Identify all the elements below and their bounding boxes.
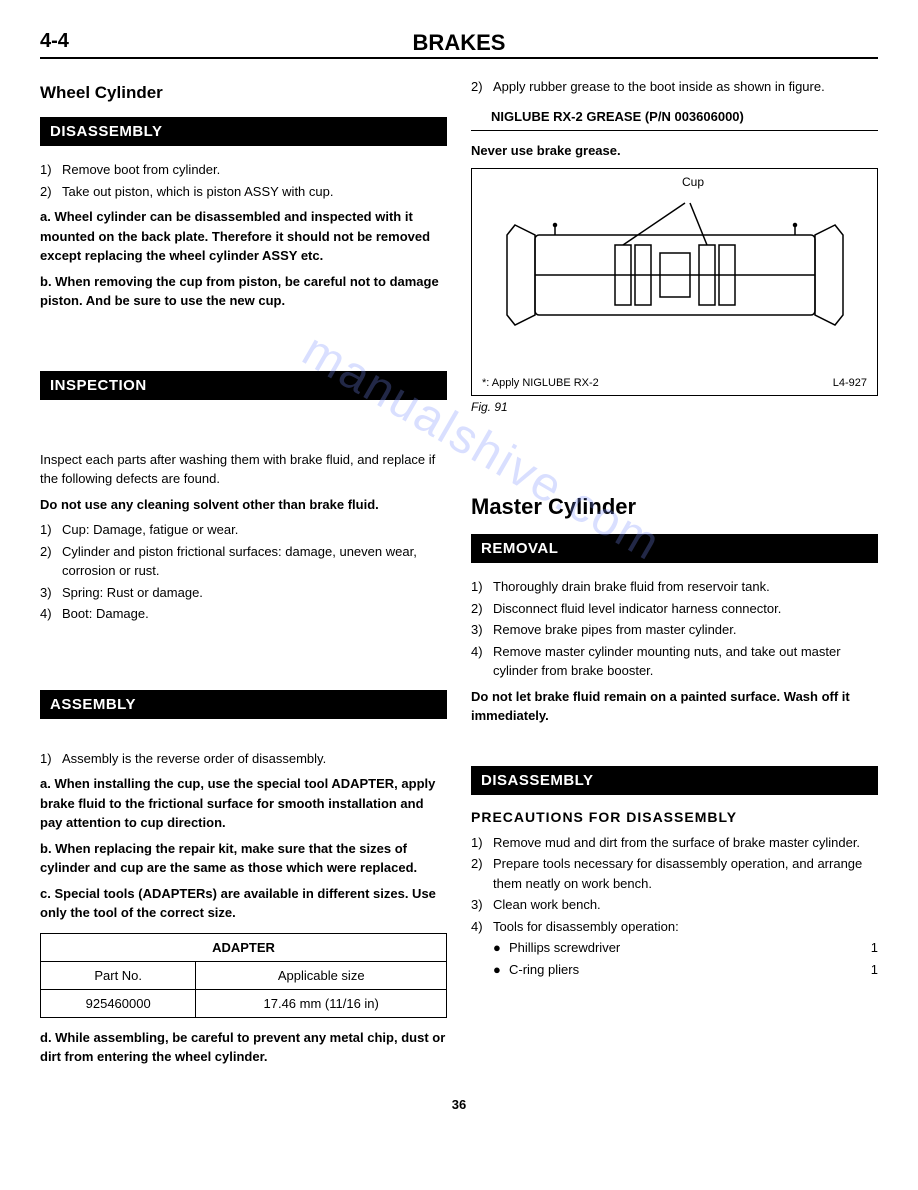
list-item: 2) Prepare tools necessary for disassemb… [471,854,878,893]
note-text: b. When replacing the repair kit, make s… [40,839,447,878]
list-item: 3) Spring: Rust or damage. [40,583,447,603]
table-header: Part No. [41,961,196,989]
list-item: 1) Assembly is the reverse order of disa… [40,749,447,769]
table-title: ADAPTER [41,933,447,961]
table-cell: 17.46 mm (11/16 in) [196,989,447,1017]
list-item: 4) Remove master cylinder mounting nuts,… [471,642,878,681]
note-text: b. When removing the cup from piston, be… [40,272,447,311]
disassembly-bar-2: DISASSEMBLY [471,766,878,795]
tool-item: ● Phillips screwdriver 1 [493,938,878,958]
list-item: 2) Cylinder and piston frictional surfac… [40,542,447,581]
assembly-bar: ASSEMBLY [40,690,447,719]
note-text: a. Wheel cylinder can be disassembled an… [40,207,447,266]
section-number: 4-4 [40,30,69,53]
adapter-table: ADAPTER Part No. Applicable size 9254600… [40,933,447,1018]
figure-caption: Fig. 91 [471,400,878,414]
warning-text: Do not let brake fluid remain on a paint… [471,687,878,726]
warning-text: Never use brake grease. [471,141,878,161]
note-text: a. When installing the cup, use the spec… [40,774,447,833]
body-text: Inspect each parts after washing them wi… [40,450,447,489]
removal-bar: REMOVAL [471,534,878,563]
table-header: Applicable size [196,961,447,989]
note-text: c. Special tools (ADAPTERs) are availabl… [40,884,447,923]
list-item: 2) Apply rubber grease to the boot insid… [471,77,878,97]
inspection-bar: INSPECTION [40,371,447,400]
figure-91: Cup [471,168,878,396]
figure-code: L4-927 [833,377,867,389]
figure-note: *: Apply NIGLUBE RX-2 [482,377,599,389]
list-item: 3) Clean work bench. [471,895,878,915]
list-item: 3) Remove brake pipes from master cylind… [471,620,878,640]
wheel-cylinder-heading: Wheel Cylinder [40,83,447,103]
list-item: 1) Remove mud and dirt from the surface … [471,833,878,853]
disassembly-bar: DISASSEMBLY [40,117,447,146]
list-item: 1) Thoroughly drain brake fluid from res… [471,577,878,597]
note-text: d. While assembling, be careful to preve… [40,1028,447,1067]
figure-label: Cup [682,175,704,189]
page-title: BRAKES [413,30,506,56]
list-item: 4) Boot: Damage. [40,604,447,624]
precautions-heading: PRECAUTIONS FOR DISASSEMBLY [471,809,878,825]
list-item: 2) Take out piston, which is piston ASSY… [40,182,447,202]
cylinder-diagram-icon [495,195,855,345]
list-item: 4) Tools for disassembly operation: [471,917,878,937]
tool-item: ● C-ring pliers 1 [493,960,878,980]
grease-spec: NIGLUBE RX-2 GREASE (P/N 003606000) [471,109,878,124]
list-item: 1) Cup: Damage, fatigue or wear. [40,520,447,540]
master-cylinder-heading: Master Cylinder [471,494,878,520]
list-item: 1) Remove boot from cylinder. [40,160,447,180]
table-cell: 925460000 [41,989,196,1017]
list-item: 2) Disconnect fluid level indicator harn… [471,599,878,619]
page-number: 36 [40,1097,878,1112]
warning-text: Do not use any cleaning solvent other th… [40,495,447,515]
